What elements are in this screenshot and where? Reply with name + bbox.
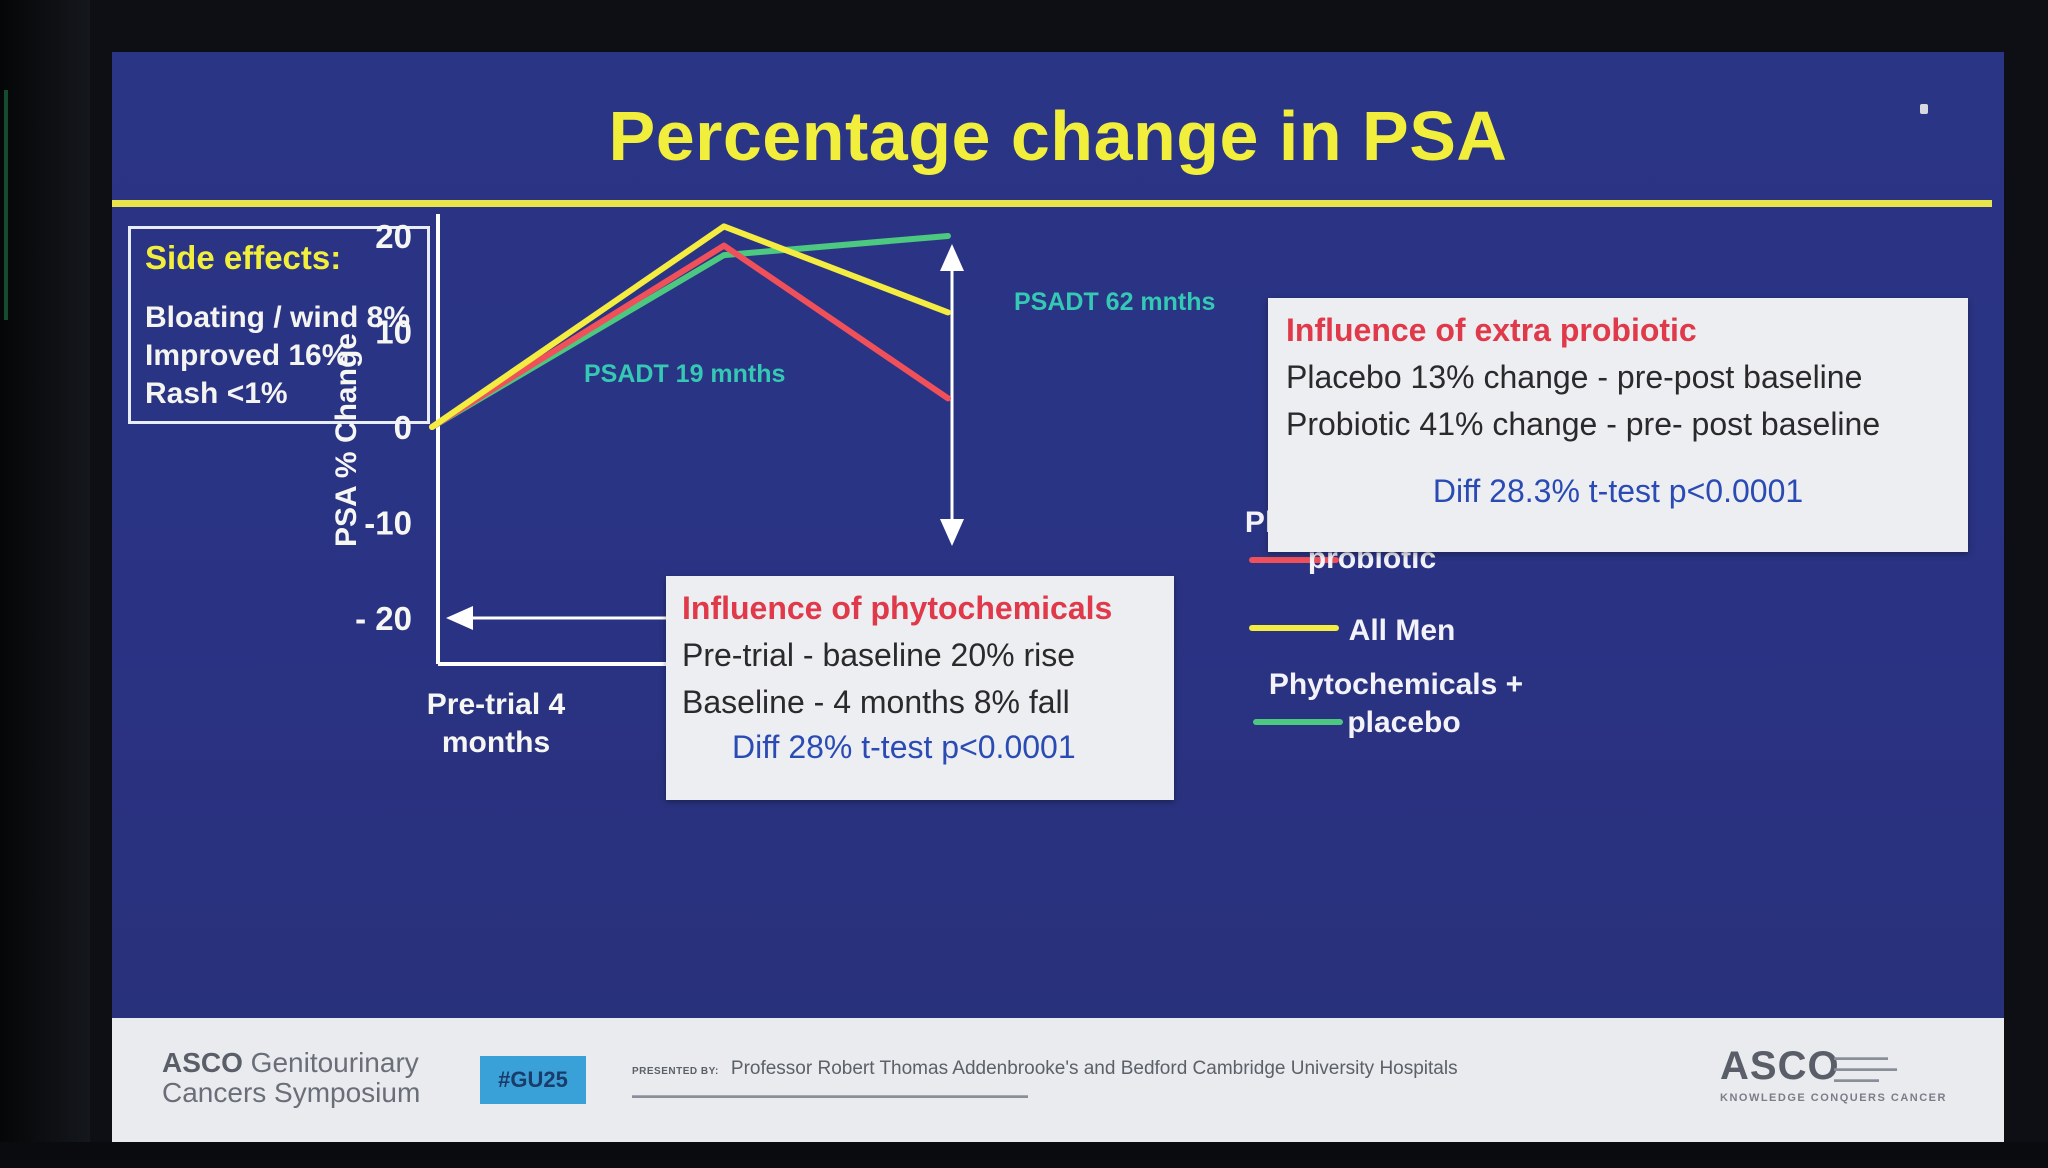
- asco-logo-side-text: ▬▬▬▬▬▬ ▬▬▬▬▬▬▬ ▬▬▬▬▬: [1834, 1052, 1897, 1084]
- bezel-edge: [4, 90, 8, 320]
- legend-label: Phytochemicals +: [1269, 668, 1523, 701]
- probiotic-influence-box: Influence of extra probiotic Placebo 13%…: [1268, 298, 1968, 552]
- probiotic-line-probiotic: Probiotic 41% change - pre- post baselin…: [1286, 406, 1881, 442]
- y-tick-label: 10: [375, 314, 412, 351]
- phyto-line-baseline: Baseline - 4 months 8% fall: [682, 684, 1070, 720]
- asco-wordmark: ASCO: [162, 1047, 243, 1078]
- psadt-62-annotation: PSADT 62 mnths: [1014, 288, 1215, 316]
- side-effect-line: Improved 16%: [145, 339, 349, 372]
- psadt-19-annotation: PSADT 19 mnths: [584, 360, 785, 388]
- phyto-diff: Diff 28% t-test p<0.0001: [732, 729, 1076, 765]
- symposium-name: ASCO Genitourinary Cancers Symposium: [162, 1048, 420, 1108]
- slide-title: Percentage change in PSA: [608, 97, 1508, 175]
- phyto-line-pretrial: Pre-trial - baseline 20% rise: [682, 637, 1076, 673]
- presenter-line: PRESENTED BY: Professor Robert Thomas Add…: [632, 1058, 1458, 1080]
- presented-by-label: PRESENTED BY:: [632, 1066, 719, 1077]
- series-line-all-men: [429, 223, 951, 430]
- screen-bezel: [0, 0, 90, 1168]
- legend-label: All Men: [1349, 614, 1456, 647]
- probiotic-heading: Influence of extra probiotic: [1286, 312, 1697, 348]
- projector-dot: [1920, 104, 1928, 114]
- screen-bezel-bottom: [0, 1142, 2048, 1168]
- side-effect-line: Bloating / wind 8%: [145, 301, 411, 334]
- y-tick-label: 0: [394, 409, 412, 446]
- x-category-label: Pre-trial 4: [427, 688, 566, 721]
- asco-logo-tagline: KNOWLEDGE CONQUERS CANCER: [1720, 1092, 1947, 1104]
- side-effects-heading: Side effects:: [145, 239, 342, 276]
- side-effects-box: Side effects: Bloating / wind 8% Improve…: [128, 226, 430, 424]
- title-rule: [112, 200, 1992, 207]
- y-tick-label: -10: [364, 505, 412, 542]
- legend-label: placebo: [1347, 706, 1460, 739]
- slide-footer: ASCO Genitourinary Cancers Symposium #GU…: [112, 1018, 2004, 1142]
- y-tick-label: 20: [375, 218, 412, 255]
- probiotic-line-placebo: Placebo 13% change - pre-post baseline: [1286, 359, 1863, 395]
- phytochemicals-influence-box: Influence of phytochemicals Pre-trial - …: [666, 576, 1174, 800]
- series-line-phytochemicals-probiotic: [429, 242, 951, 430]
- hashtag-badge: #GU25: [480, 1056, 586, 1104]
- slide: Percentage change in PSA Side effects: B…: [112, 52, 2004, 1142]
- side-effect-line: Rash <1%: [145, 377, 288, 410]
- phyto-heading: Influence of phytochemicals: [682, 590, 1113, 626]
- y-tick-label: - 20: [355, 600, 412, 637]
- presenter-name: Professor Robert Thomas Addenbrooke's an…: [730, 1058, 1458, 1079]
- y-axis-title: PSA % Change: [330, 333, 363, 547]
- genitourinary-text: Genitourinary: [242, 1047, 419, 1078]
- probiotic-diff: Diff 28.3% t-test p<0.0001: [1432, 473, 1804, 509]
- cancers-symposium-text: Cancers Symposium: [162, 1077, 421, 1108]
- presentation-notice: ▬▬▬▬▬▬▬▬▬▬▬▬▬▬▬▬▬▬▬▬▬▬▬▬▬▬▬▬▬▬▬▬▬▬▬▬▬▬▬▬…: [632, 1090, 1028, 1100]
- chart-series: [429, 223, 951, 430]
- asco-logo: ASCO: [1720, 1044, 1840, 1088]
- x-category-label: months: [442, 726, 550, 759]
